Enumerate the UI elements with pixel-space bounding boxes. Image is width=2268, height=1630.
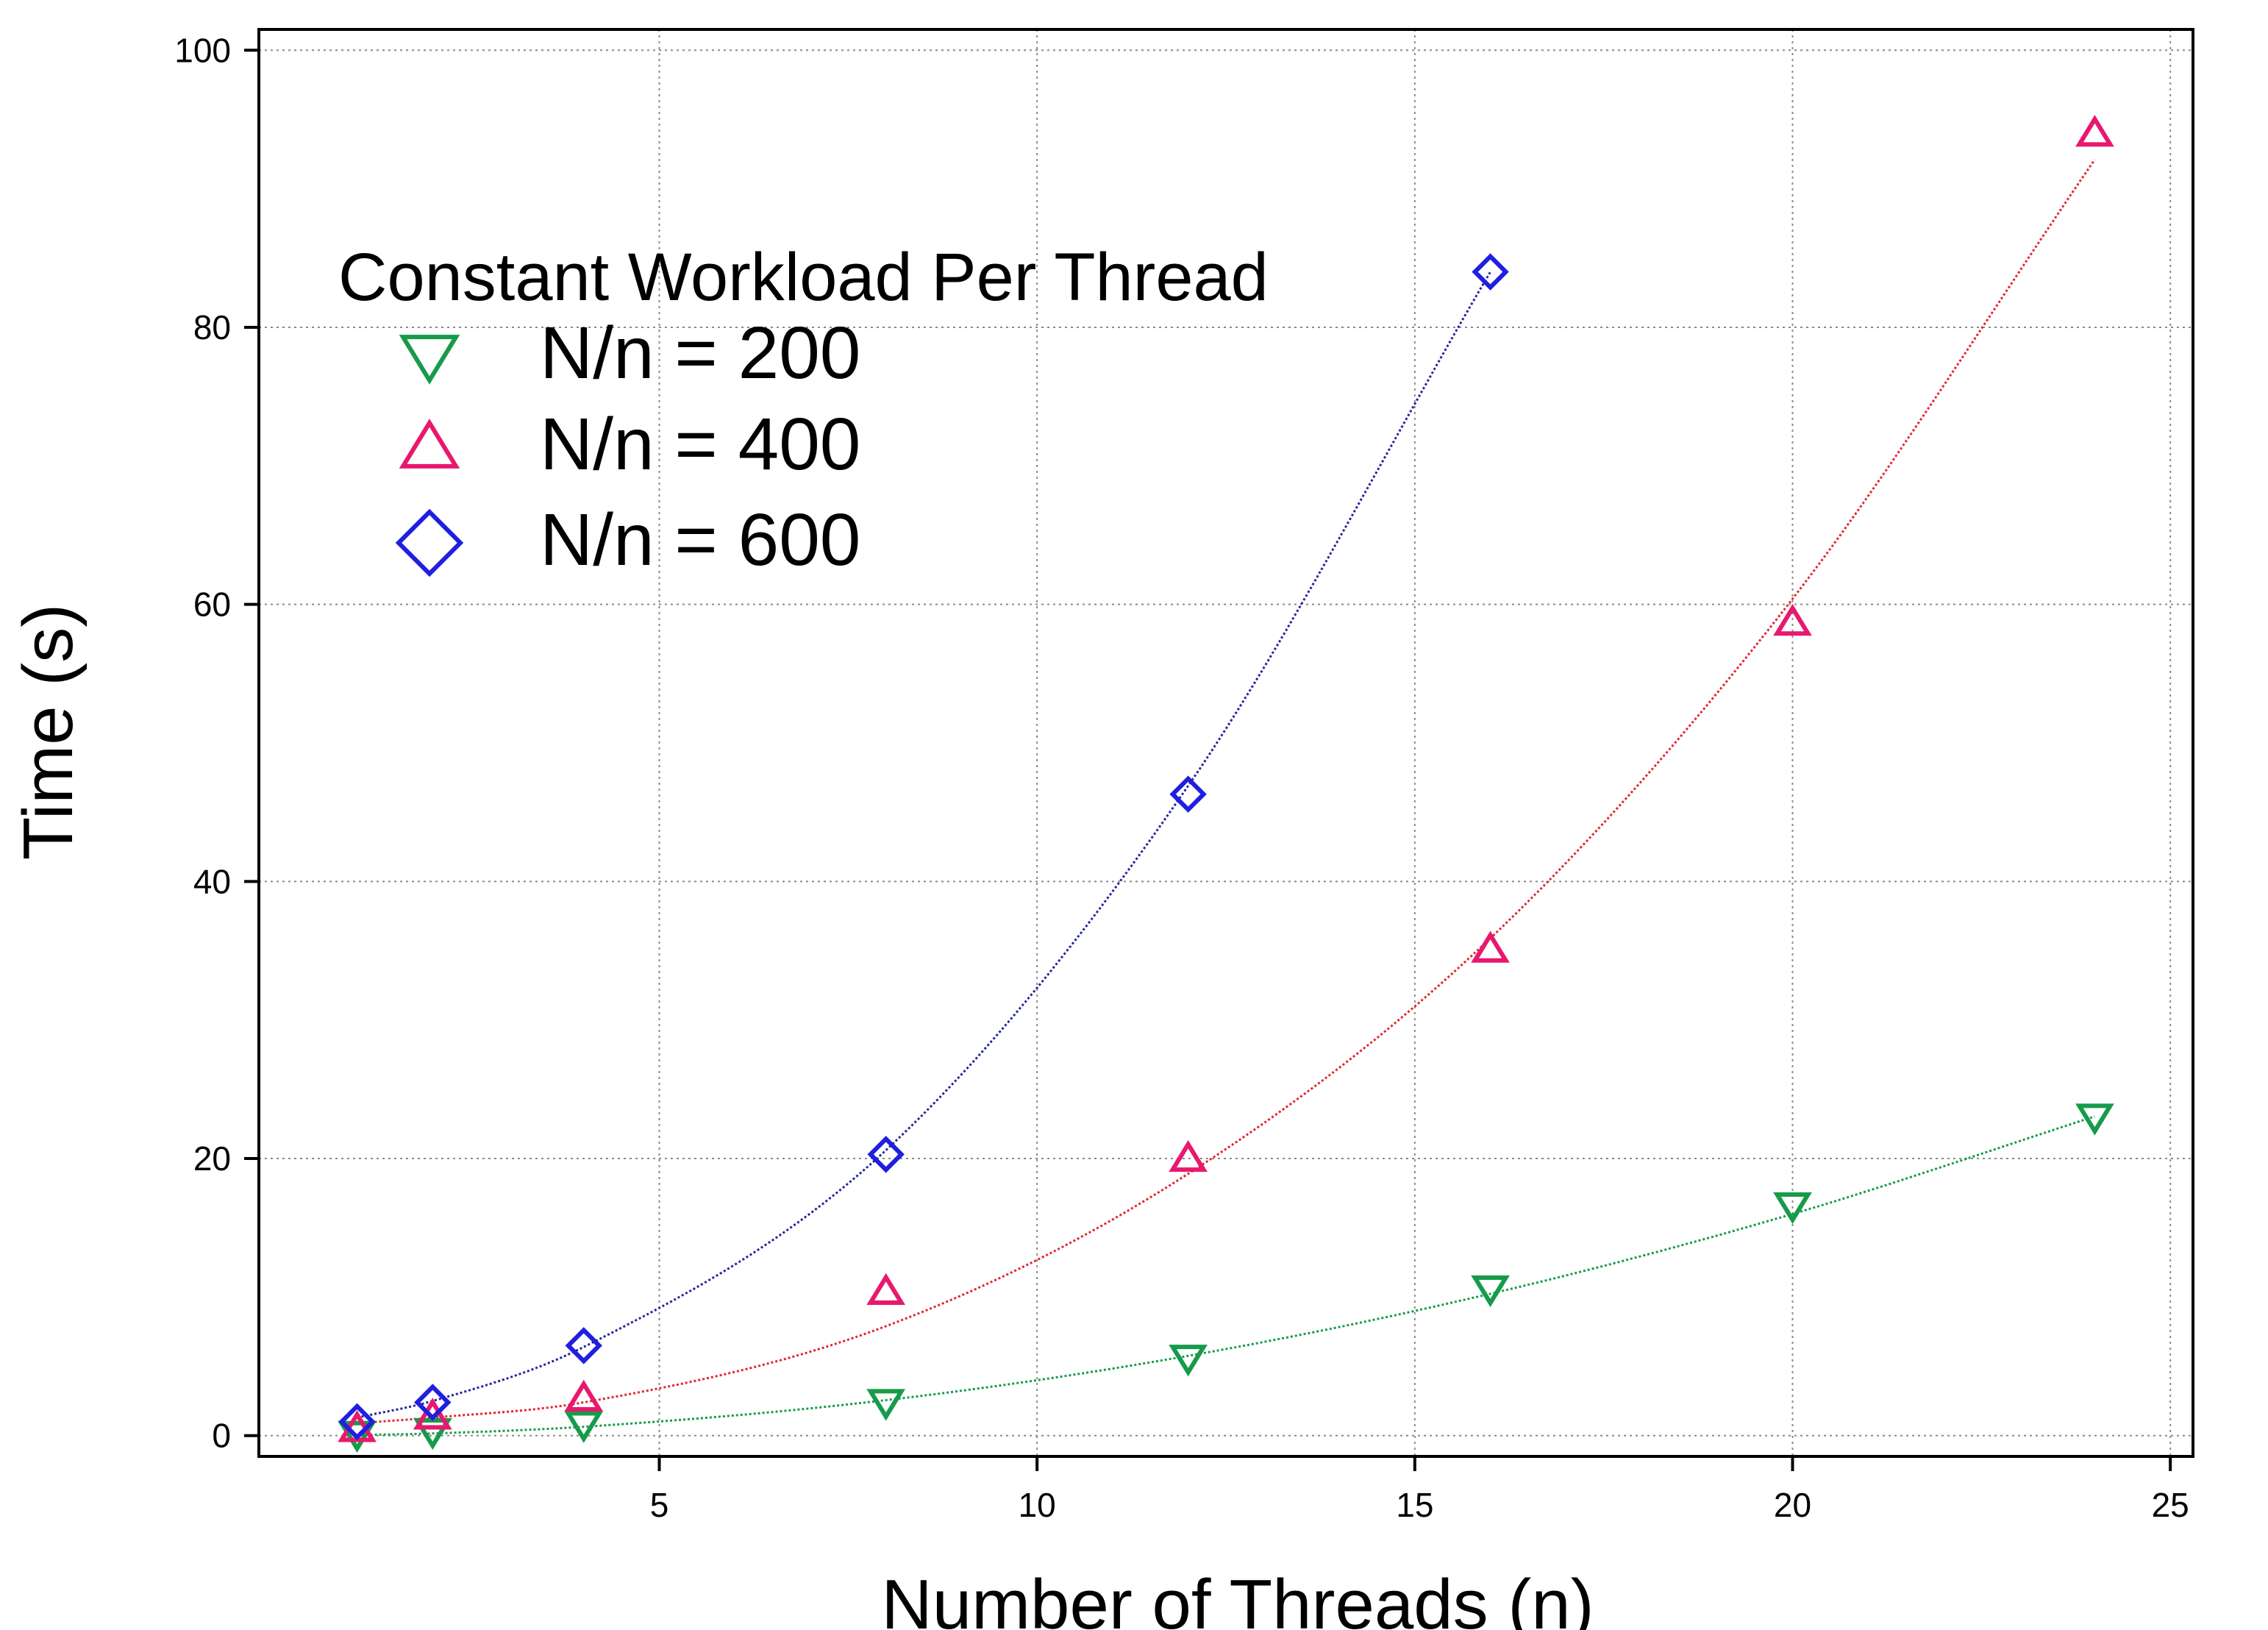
x-axis-label: Number of Threads (n) xyxy=(881,1565,1594,1630)
data-point-triangle-up xyxy=(1773,604,1812,636)
fit-curves xyxy=(357,159,2096,1437)
data-point-triangle-down xyxy=(866,1389,906,1421)
data-point-diamond xyxy=(565,1327,603,1364)
legend-label: N/n = 200 xyxy=(540,312,860,394)
x-tick-label: 15 xyxy=(1396,1486,1433,1524)
data-points xyxy=(338,115,2114,1453)
x-tick-label: 5 xyxy=(650,1486,669,1524)
x-tick-label: 25 xyxy=(2152,1486,2189,1524)
data-point-diamond xyxy=(1472,253,1509,291)
legend-marker-triangle-up xyxy=(399,419,460,469)
y-tick-label: 0 xyxy=(212,1417,231,1455)
legend-marker-diamond xyxy=(395,508,464,577)
data-point-triangle-down xyxy=(1773,1192,1812,1225)
data-point-triangle-down xyxy=(1169,1345,1208,1377)
legend-marker-triangle-down xyxy=(399,335,460,385)
y-axis-label: Time (s) xyxy=(9,604,88,860)
y-tick-label: 80 xyxy=(193,308,231,346)
y-tick-label: 20 xyxy=(193,1139,231,1178)
data-point-triangle-up xyxy=(413,1398,452,1430)
plot-frame xyxy=(257,28,2194,1458)
data-point-diamond xyxy=(1169,775,1207,813)
data-point-triangle-down xyxy=(1471,1275,1510,1308)
data-point-diamond xyxy=(338,1403,376,1441)
grid xyxy=(259,29,2193,1456)
fit-curve-1 xyxy=(357,1115,2095,1437)
data-point-triangle-up xyxy=(564,1379,604,1412)
legend-label: N/n = 600 xyxy=(540,499,860,581)
data-point-triangle-up xyxy=(2075,115,2114,147)
legend-label: N/n = 400 xyxy=(540,403,860,485)
y-tick-label: 60 xyxy=(193,586,231,624)
data-point-triangle-down xyxy=(2075,1103,2114,1136)
legend-title: Constant Workload Per Thread xyxy=(338,240,1269,315)
y-tick-label: 40 xyxy=(193,862,231,900)
legend: Constant Workload Per Thread N/n = 200N/… xyxy=(338,240,1269,581)
y-tick-label: 100 xyxy=(174,31,231,69)
data-point-triangle-down xyxy=(338,1420,377,1453)
data-point-triangle-up xyxy=(866,1273,906,1305)
data-point-diamond xyxy=(867,1136,905,1173)
data-point-triangle-up xyxy=(1471,930,1510,963)
data-point-diamond xyxy=(414,1384,452,1421)
x-tick-label: 10 xyxy=(1019,1486,1056,1524)
data-point-triangle-down xyxy=(564,1411,604,1443)
x-tick-label: 20 xyxy=(1774,1486,1811,1524)
fit-curve-3 xyxy=(357,271,1491,1419)
legend-items: N/n = 200 N/n = 400 N/n = 600 xyxy=(395,312,860,581)
axis-ticks: 5 10 15 20 25 0 20 40 60 80 100 xyxy=(174,31,2189,1524)
data-point-triangle-up xyxy=(1169,1139,1208,1172)
